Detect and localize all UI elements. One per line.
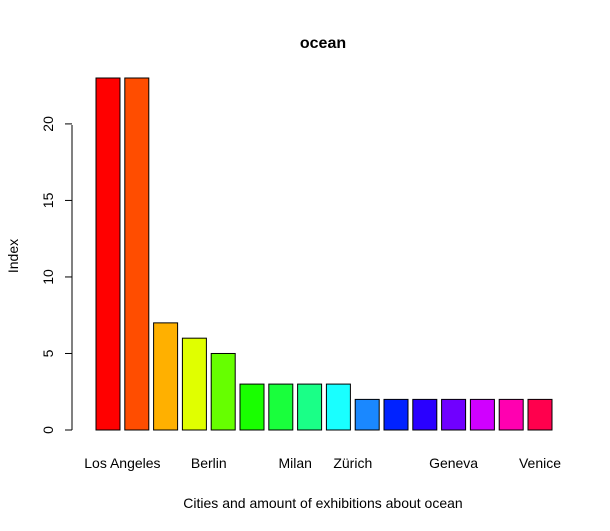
bar	[383, 398, 409, 431]
category-label: Milan	[278, 455, 311, 471]
bar	[498, 398, 524, 431]
y-tick-label: 0	[40, 426, 56, 434]
y-tick-label: 15	[40, 192, 56, 208]
bar	[441, 398, 467, 431]
bar	[181, 337, 207, 431]
category-label: Zürich	[333, 455, 372, 471]
y-tick-label: 5	[40, 349, 56, 357]
bar	[412, 398, 438, 431]
bars	[95, 77, 553, 431]
bar	[95, 77, 121, 431]
category-label: Geneva	[429, 455, 478, 471]
bar	[239, 383, 265, 431]
bar	[354, 398, 380, 431]
bar	[469, 398, 495, 431]
bar	[527, 398, 553, 431]
bar	[124, 77, 150, 431]
x-axis-label: Cities and amount of exhibitions about o…	[183, 495, 462, 511]
category-label: Los Angeles	[84, 455, 160, 471]
bar	[297, 383, 323, 431]
category-label: Venice	[519, 455, 561, 471]
y-axis-ticks: 0 5 10 15 20	[40, 116, 72, 434]
chart-title: ocean	[300, 35, 346, 52]
y-axis-label: Index	[5, 239, 21, 273]
bar	[325, 383, 351, 431]
bar	[153, 322, 179, 431]
y-tick-label: 20	[40, 116, 56, 132]
category-label: Berlin	[191, 455, 227, 471]
y-tick-label: 10	[40, 269, 56, 285]
bar	[210, 352, 236, 431]
bar	[268, 383, 294, 431]
category-labels: Los Angeles Berlin Milan Zürich Geneva Venice	[84, 455, 561, 471]
